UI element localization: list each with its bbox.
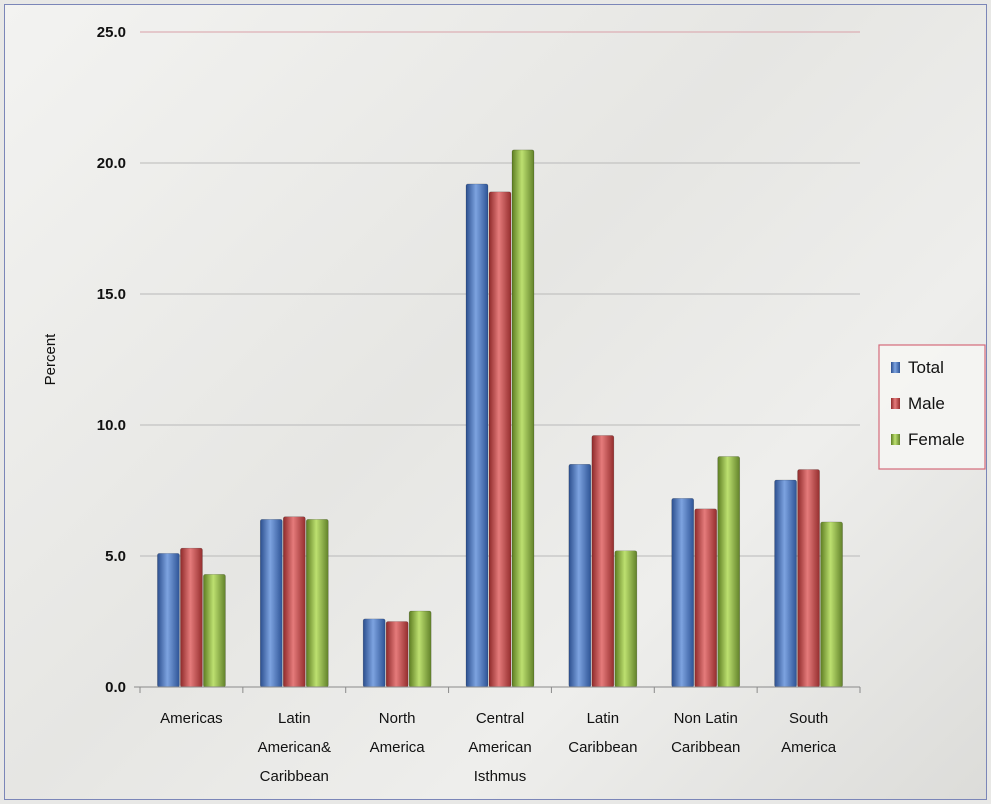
- chart-frame: 0.0 5.0 10.0 15.0 20.0 25.0 Percent Americas L…: [4, 4, 987, 800]
- y-tick-label: 20.0: [97, 155, 126, 172]
- bar-total: [774, 479, 797, 688]
- bar-female: [614, 550, 638, 688]
- bar-female: [820, 521, 843, 688]
- x-category-label: Non Latin Caribbean: [671, 710, 740, 756]
- category-labels: Americas Latin American& Caribbean North Amer…: [160, 710, 837, 785]
- legend: Total Male Female: [878, 344, 986, 470]
- bar-male: [694, 508, 718, 688]
- bar-male: [385, 621, 409, 688]
- legend-label-total: Total: [908, 358, 944, 377]
- y-tick-label: 15.0: [97, 286, 126, 303]
- y-axis-label: Percent: [42, 333, 59, 386]
- bar-total: [259, 519, 283, 688]
- x-category-label: North America: [370, 710, 426, 756]
- x-category-label: South America: [781, 710, 837, 756]
- bars: [157, 149, 843, 688]
- bar-female: [203, 574, 226, 688]
- bar-male: [180, 547, 203, 688]
- x-category-label: Americas: [160, 710, 223, 727]
- bar-male: [797, 469, 820, 688]
- bar-male: [282, 516, 306, 688]
- bar-female: [717, 456, 741, 688]
- y-tick-label: 10.0: [97, 417, 126, 434]
- bar-female: [511, 149, 535, 688]
- bar-total: [465, 183, 489, 688]
- legend-swatch-female: [891, 434, 900, 445]
- bar-total: [362, 618, 386, 688]
- x-category-label: Latin American& Caribbean: [258, 710, 331, 785]
- legend-label-male: Male: [908, 394, 945, 413]
- bar-total: [157, 553, 180, 688]
- bar-total: [671, 498, 695, 688]
- y-tick-label: 5.0: [105, 548, 126, 565]
- legend-swatch-total: [891, 362, 900, 373]
- legend-swatch-male: [891, 398, 900, 409]
- bar-chart: 0.0 5.0 10.0 15.0 20.0 25.0 Percent Americas L…: [42, 24, 986, 785]
- x-category-label: Central American Isthmus: [468, 710, 531, 785]
- bar-female: [305, 519, 329, 688]
- x-axis: [134, 686, 861, 693]
- y-axis-ticks: 0.0 5.0 10.0 15.0 20.0 25.0: [97, 24, 126, 696]
- bar-total: [568, 463, 592, 688]
- legend-label-female: Female: [908, 430, 965, 449]
- bar-male: [488, 191, 512, 688]
- y-tick-label: 25.0: [97, 24, 126, 41]
- bar-male: [591, 435, 615, 688]
- x-category-label: Latin Caribbean: [568, 710, 637, 756]
- bar-female: [408, 610, 432, 688]
- y-tick-label: 0.0: [105, 679, 126, 696]
